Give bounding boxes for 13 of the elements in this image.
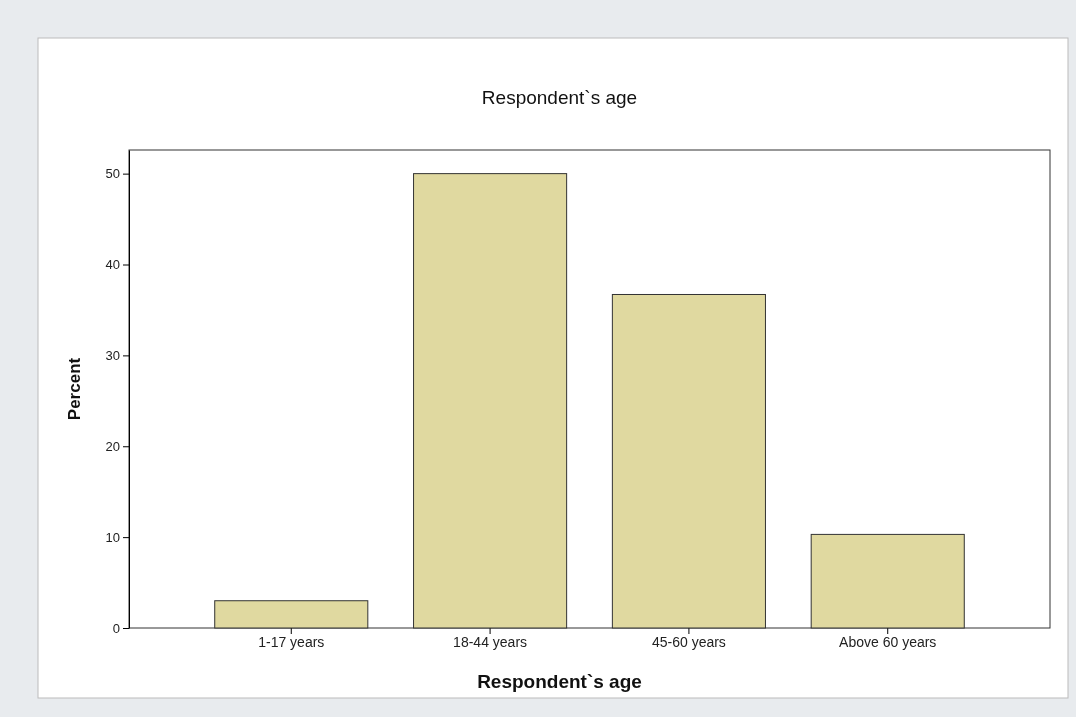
x-tick-label: 45-60 years bbox=[651, 633, 726, 650]
y-tick-label: 50 bbox=[105, 166, 120, 182]
x-tick-label: 1-17 years bbox=[258, 633, 325, 650]
chart-title: Respondent`s age bbox=[481, 87, 638, 108]
y-axis-title: Percent bbox=[65, 357, 84, 421]
x-tick-label: Above 60 years bbox=[839, 633, 937, 650]
x-tick-label: 18-44 years bbox=[453, 633, 528, 650]
y-tick-label: 0 bbox=[112, 620, 120, 636]
y-tick-label: 30 bbox=[105, 348, 120, 364]
y-tick-label: 20 bbox=[105, 438, 120, 454]
y-tick-label: 40 bbox=[105, 257, 120, 273]
x-axis-title: Respondent`s age bbox=[477, 671, 642, 692]
y-tick-label: 10 bbox=[105, 529, 120, 545]
